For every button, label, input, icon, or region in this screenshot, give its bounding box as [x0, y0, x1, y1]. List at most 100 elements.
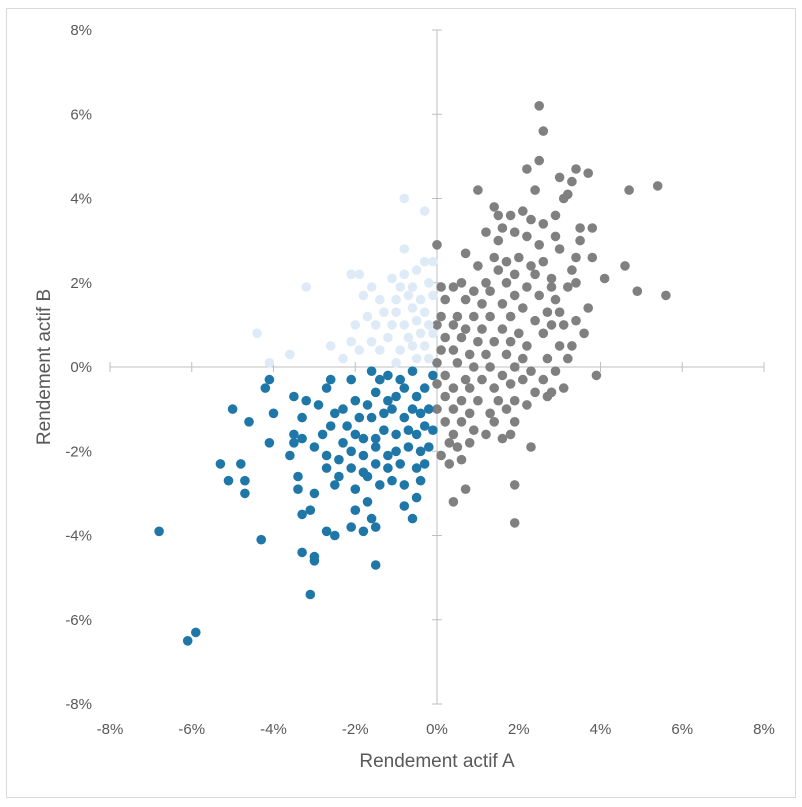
chart-area — [6, 8, 796, 798]
data-point — [440, 332, 451, 343]
data-point — [305, 505, 316, 515]
data-point — [370, 320, 381, 330]
data-point — [391, 294, 401, 305]
data-point — [223, 475, 234, 486]
data-point — [264, 438, 275, 448]
data-point — [464, 438, 475, 448]
data-point — [558, 193, 569, 204]
data-point — [325, 341, 336, 351]
data-point — [538, 374, 549, 385]
data-point — [346, 269, 357, 280]
data-point — [432, 240, 442, 250]
data-point — [366, 513, 377, 524]
x-tick-label: -2% — [342, 721, 369, 738]
data-point — [473, 395, 483, 406]
data-point — [411, 391, 422, 402]
y-tick-label: 8% — [70, 22, 92, 39]
data-point — [399, 193, 410, 204]
data-point — [403, 442, 414, 452]
data-point — [395, 282, 406, 292]
data-point — [522, 400, 532, 410]
data-point — [456, 417, 467, 427]
data-point — [309, 488, 320, 499]
data-point — [297, 412, 307, 423]
data-point — [424, 442, 434, 452]
data-point — [493, 395, 504, 406]
data-point — [362, 471, 373, 482]
y-tick-label: -8% — [65, 696, 92, 713]
data-point — [538, 328, 549, 339]
data-point — [587, 252, 598, 263]
data-point — [391, 446, 401, 457]
data-point — [411, 315, 422, 326]
data-point — [505, 210, 516, 221]
data-point — [554, 172, 565, 183]
data-point — [383, 395, 393, 406]
data-point — [330, 530, 340, 541]
data-point — [154, 526, 164, 537]
x-tick-label: 8% — [753, 721, 775, 738]
data-point — [530, 269, 540, 280]
data-point — [191, 627, 201, 638]
x-tick-label: 0% — [426, 721, 448, 738]
data-point — [236, 459, 246, 469]
data-point — [432, 379, 442, 389]
data-point — [489, 417, 500, 427]
data-point — [419, 383, 430, 393]
data-point — [440, 391, 451, 402]
data-point — [452, 358, 463, 368]
data-point — [567, 341, 577, 351]
data-point — [240, 488, 250, 499]
data-point — [550, 210, 561, 221]
data-point — [370, 459, 381, 469]
data-point — [493, 235, 504, 246]
data-point — [399, 320, 410, 330]
data-point — [379, 425, 389, 436]
data-point — [538, 219, 549, 229]
data-point — [460, 374, 471, 385]
data-point — [411, 429, 422, 440]
data-point — [379, 307, 389, 318]
data-point — [501, 278, 512, 288]
data-point — [346, 463, 357, 473]
data-point — [571, 315, 581, 326]
data-point — [252, 328, 262, 339]
data-point — [489, 336, 500, 347]
data-point — [448, 282, 459, 292]
data-point — [350, 484, 361, 495]
data-point — [338, 353, 348, 364]
data-point — [399, 480, 410, 490]
data-point — [473, 261, 483, 271]
data-point — [395, 345, 406, 355]
data-point — [518, 206, 528, 216]
data-point — [366, 282, 377, 292]
data-point — [518, 353, 528, 364]
data-point — [489, 383, 500, 393]
data-point — [587, 223, 598, 233]
data-point — [501, 256, 512, 267]
data-point — [346, 336, 357, 347]
data-point — [391, 307, 401, 318]
data-point — [264, 374, 275, 385]
data-point — [366, 412, 377, 423]
data-point — [419, 256, 430, 267]
data-point — [407, 404, 418, 414]
data-point — [342, 421, 352, 431]
data-point — [448, 345, 459, 355]
data-point — [240, 475, 250, 486]
data-point — [591, 370, 602, 381]
data-point — [497, 223, 508, 233]
data-point — [530, 185, 540, 195]
data-point — [509, 227, 520, 237]
x-axis-title: Rendement actif A — [359, 751, 515, 772]
data-point — [375, 345, 385, 355]
data-point — [334, 454, 344, 465]
data-point — [460, 324, 471, 334]
data-point — [554, 244, 565, 254]
data-point — [509, 395, 520, 406]
data-point — [509, 290, 520, 301]
data-point — [567, 265, 577, 275]
data-point — [554, 307, 565, 318]
data-point — [469, 286, 479, 297]
data-point — [493, 265, 504, 275]
